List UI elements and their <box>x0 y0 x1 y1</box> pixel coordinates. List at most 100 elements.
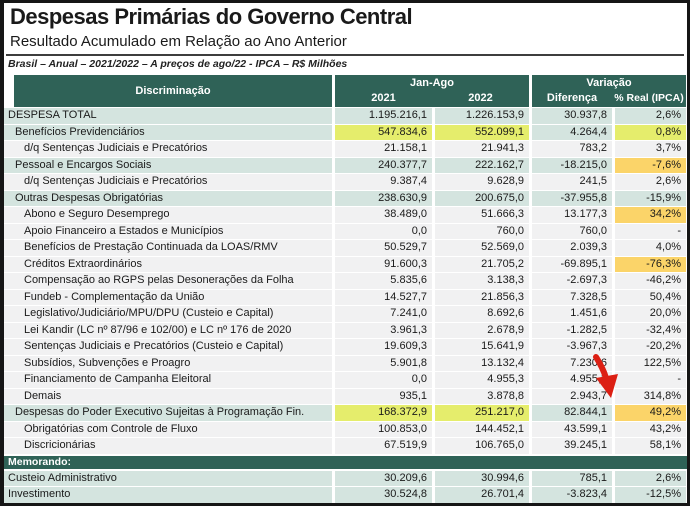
header-2021: 2021 <box>371 92 396 104</box>
cell-difference: -37.955,8 <box>532 190 612 206</box>
cell-2021: 238.630,9 <box>335 190 432 206</box>
cell-difference: 13.177,3 <box>532 207 612 223</box>
cell-2021: 21.158,1 <box>335 141 432 157</box>
table-row: Legislativo/Judiciário/MPU/DPU (Custeio … <box>4 306 687 322</box>
row-label: Abono e Seguro Desemprego <box>4 207 332 223</box>
cell-2022: 9.628,9 <box>435 174 529 190</box>
cell-2022: 21.705,2 <box>435 256 529 272</box>
cell-2022: 4.955,3 <box>435 372 529 388</box>
cell-2021: 168.372,9 <box>335 405 432 421</box>
cell-pct-real: -15,9% <box>615 190 686 206</box>
table-row: Obrigatórias com Controle de Fluxo 100.85… <box>4 421 687 437</box>
row-label: Benefícios Previdenciários <box>4 124 332 140</box>
row-label: Fundeb - Complementação da União <box>4 289 332 305</box>
cell-2021: 91.600,3 <box>335 256 432 272</box>
row-label: d/q Sentenças Judiciais e Precatórios <box>4 174 332 190</box>
row-label: Discricionárias <box>4 438 332 454</box>
table-row: d/q Sentenças Judiciais e Precatórios 9.3… <box>4 174 687 190</box>
cell-difference: 4.264,4 <box>532 124 612 140</box>
header-variation-group: Variação Diferença % Real (IPCA) <box>532 75 686 107</box>
row-label: Financiamento de Campanha Eleitoral <box>4 372 332 388</box>
row-label: Compensação ao RGPS pelas Desonerações d… <box>4 273 332 289</box>
cell-difference: 4.955,3 <box>532 372 612 388</box>
cell-difference: 783,2 <box>532 141 612 157</box>
table-row: d/q Sentenças Judiciais e Precatórios 21.… <box>4 141 687 157</box>
cell-2021: 240.377,7 <box>335 157 432 173</box>
table-row: Discricionárias 67.519,9 106.765,0 39.245,1… <box>4 438 687 454</box>
cell-difference: 30.937,8 <box>532 108 612 124</box>
row-label: Outras Despesas Obrigatórias <box>4 190 332 206</box>
cell-difference: 43.599,1 <box>532 421 612 437</box>
page-subtitle: Resultado Acumulado em Relação ao Ano An… <box>10 33 347 50</box>
row-label: d/q Sentenças Judiciais e Precatórios <box>4 141 332 157</box>
table-row: Custeio Administrativo 30.209,6 30.994,6 78… <box>4 470 687 486</box>
cell-difference: -2.697,3 <box>532 273 612 289</box>
cell-difference: 1.451,6 <box>532 306 612 322</box>
cell-2022: 26.701,4 <box>435 487 529 503</box>
table-header: Discriminação Jan-Ago 2021 2022 Variação… <box>14 75 687 107</box>
cell-difference: -3.967,3 <box>532 339 612 355</box>
cell-2022: 30.994,6 <box>435 470 529 486</box>
row-label: Subsídios, Subvenções e Proagro <box>4 355 332 371</box>
source-note: Brasil – Anual – 2021/2022 – A preços de… <box>8 58 348 70</box>
table-row: Apoio Financeiro a Estados e Municípios 0… <box>4 223 687 239</box>
row-label: Investimento <box>4 487 332 503</box>
cell-2021: 935,1 <box>335 388 432 404</box>
cell-pct-real: 49,2% <box>615 405 686 421</box>
cell-pct-real: -46,2% <box>615 273 686 289</box>
cell-2022: 3.878,8 <box>435 388 529 404</box>
header-difference: Diferença <box>546 92 598 104</box>
cell-difference: 2.943,7 <box>532 388 612 404</box>
cell-2022: 15.641,9 <box>435 339 529 355</box>
cell-pct-real: 314,8% <box>615 388 686 404</box>
table-row: DESPESA TOTAL 1.195.216,1 1.226.153,9 30.93… <box>4 108 687 124</box>
table-row: Investimento 30.524,8 26.701,4 -3.823,4 -12,… <box>4 487 687 503</box>
table-body: DESPESA TOTAL 1.195.216,1 1.226.153,9 30.93… <box>4 108 687 504</box>
row-label: Pessoal e Encargos Sociais <box>4 157 332 173</box>
row-label: Legislativo/Judiciário/MPU/DPU (Custeio … <box>4 306 332 322</box>
row-label: DESPESA TOTAL <box>4 108 332 124</box>
row-label: Benefícios de Prestação Continuada da LO… <box>4 240 332 256</box>
table-row: Lei Kandir (LC nº 87/96 e 102/00) e LC n… <box>4 322 687 338</box>
cell-2021: 67.519,9 <box>335 438 432 454</box>
cell-difference: 7.328,5 <box>532 289 612 305</box>
table-row: Benefícios de Prestação Continuada da LO… <box>4 240 687 256</box>
cell-2021: 14.527,7 <box>335 289 432 305</box>
cell-2021: 5.901,8 <box>335 355 432 371</box>
cell-2022: 222.162,7 <box>435 157 529 173</box>
table-row: Demais 935,1 3.878,8 2.943,7 314,8% <box>4 388 687 404</box>
cell-2021: 7.241,0 <box>335 306 432 322</box>
memo-band: Memorando: <box>4 455 687 469</box>
cell-2022: 144.452,1 <box>435 421 529 437</box>
cell-difference: 760,0 <box>532 223 612 239</box>
cell-pct-real: - <box>615 372 686 388</box>
header-pct-real: % Real (IPCA) <box>614 92 684 104</box>
cell-2021: 50.529,7 <box>335 240 432 256</box>
row-label: Demais <box>4 388 332 404</box>
cell-pct-real: -32,4% <box>615 322 686 338</box>
cell-pct-real: -7,6% <box>615 157 686 173</box>
table-row: Pessoal e Encargos Sociais 240.377,7 222.1… <box>4 157 687 173</box>
cell-pct-real: 50,4% <box>615 289 686 305</box>
table-row: Fundeb - Complementação da União 14.527,7… <box>4 289 687 305</box>
cell-2021: 30.209,6 <box>335 470 432 486</box>
cell-pct-real: -20,2% <box>615 339 686 355</box>
cell-pct-real: 2,6% <box>615 108 686 124</box>
cell-2021: 3.961,3 <box>335 322 432 338</box>
cell-pct-real: 2,6% <box>615 470 686 486</box>
cell-2021: 0,0 <box>335 223 432 239</box>
table-row: Despesas do Poder Executivo Sujeitas à P… <box>4 405 687 421</box>
cell-2022: 13.132,4 <box>435 355 529 371</box>
cell-pct-real: -76,3% <box>615 256 686 272</box>
header-discrimination: Discriminação <box>14 75 332 107</box>
cell-2022: 2.678,9 <box>435 322 529 338</box>
cell-2021: 38.489,0 <box>335 207 432 223</box>
cell-pct-real: 3,7% <box>615 141 686 157</box>
cell-2022: 8.692,6 <box>435 306 529 322</box>
cell-pct-real: 34,2% <box>615 207 686 223</box>
cell-2022: 52.569,0 <box>435 240 529 256</box>
cell-pct-real: 122,5% <box>615 355 686 371</box>
cell-2022: 1.226.153,9 <box>435 108 529 124</box>
cell-pct-real: 4,0% <box>615 240 686 256</box>
